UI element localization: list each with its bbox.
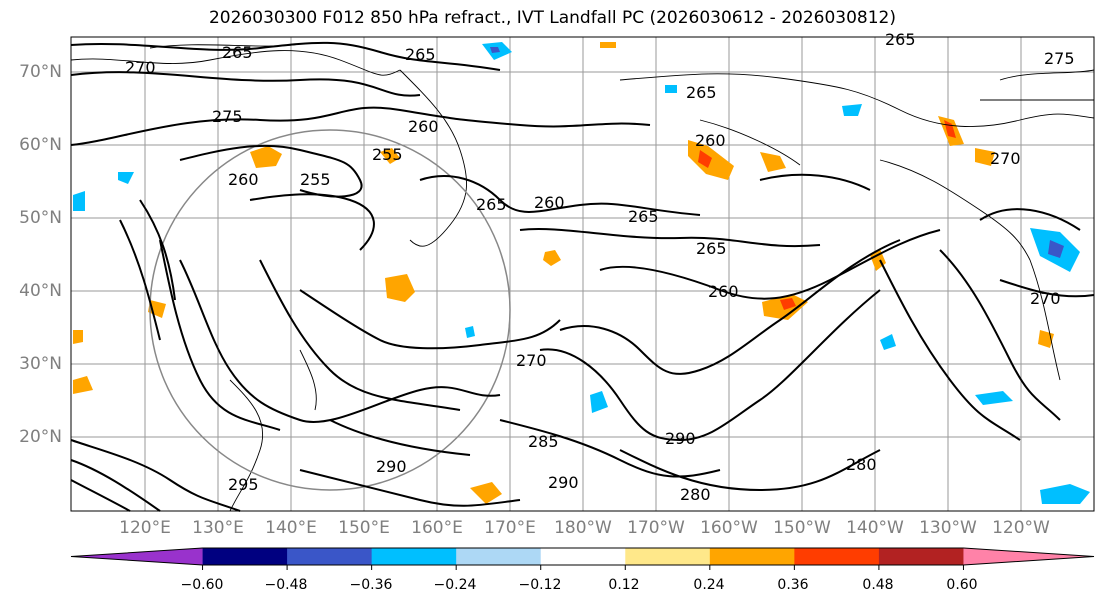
contour-label: 295 bbox=[228, 475, 259, 494]
colorbar-extend-low bbox=[71, 548, 203, 565]
contour-label-group: 265 270 275 265 260 255 260 255 265 260 … bbox=[125, 30, 1075, 504]
contour-label: 265 bbox=[696, 239, 727, 258]
contour-label: 270 bbox=[1030, 289, 1061, 308]
lat-label: 70°N bbox=[19, 62, 62, 82]
range-ring bbox=[149, 129, 511, 491]
contour-label: 270 bbox=[125, 58, 156, 77]
contour-label: 275 bbox=[1044, 49, 1075, 68]
anomaly-shading bbox=[73, 42, 1090, 504]
contour-label: 290 bbox=[665, 429, 696, 448]
contour-label: 270 bbox=[516, 351, 547, 370]
contour-label: 260 bbox=[408, 117, 439, 136]
map-frame bbox=[70, 36, 1095, 512]
lon-label: 130°W bbox=[919, 518, 977, 538]
lon-label: 160°W bbox=[700, 518, 758, 538]
refractivity-contours bbox=[70, 41, 1095, 512]
colorbar-tick-label: 0.48 bbox=[862, 577, 894, 593]
lon-label: 150°W bbox=[773, 518, 831, 538]
lon-label: 170°E bbox=[484, 518, 536, 538]
contour-label: 285 bbox=[528, 432, 559, 451]
contour-label: 275 bbox=[212, 107, 243, 126]
lon-label: 180°W bbox=[554, 518, 612, 538]
contour-label: 260 bbox=[534, 193, 565, 212]
colorbar-tick-label: −0.24 bbox=[433, 577, 477, 593]
lat-label: 30°N bbox=[19, 354, 62, 374]
coastlines bbox=[70, 43, 1095, 512]
colorbar-swatch bbox=[625, 548, 711, 565]
contour-label: 265 bbox=[476, 195, 507, 214]
contour-label: 265 bbox=[686, 83, 717, 102]
contour-label: 260 bbox=[695, 131, 726, 150]
contour-label: 265 bbox=[405, 45, 436, 64]
colorbar-tick-label: 0.12 bbox=[608, 577, 640, 593]
colorbar-tick-label: 0.24 bbox=[693, 577, 725, 593]
contour-label: 265 bbox=[222, 43, 253, 62]
colorbar-swatch bbox=[878, 548, 964, 565]
colorbar-swatch bbox=[794, 548, 880, 565]
contour-label: 255 bbox=[300, 170, 331, 189]
colorbar-tick-label: −0.12 bbox=[518, 577, 562, 593]
lat-label: 40°N bbox=[19, 281, 62, 301]
lat-label: 20°N bbox=[19, 427, 62, 447]
colorbar-swatch bbox=[202, 548, 288, 565]
map-title: 2026030300 F012 850 hPa refract., IVT La… bbox=[208, 8, 896, 28]
lon-label: 160°E bbox=[411, 518, 463, 538]
colorbar-swatch bbox=[540, 548, 626, 565]
contour-label: 290 bbox=[376, 457, 407, 476]
contour-label: 260 bbox=[228, 170, 259, 189]
contour-label: 290 bbox=[548, 473, 579, 492]
contour-label: 255 bbox=[372, 145, 403, 164]
colorbar-swatch bbox=[287, 548, 373, 565]
graticule bbox=[71, 37, 1094, 511]
contour-label: 280 bbox=[680, 485, 711, 504]
lon-label: 140°E bbox=[265, 518, 317, 538]
contour-label: 260 bbox=[708, 282, 739, 301]
colorbar-extend-high bbox=[963, 548, 1094, 565]
colorbar-tick-label: −0.60 bbox=[180, 577, 224, 593]
contour-label: 265 bbox=[628, 207, 659, 226]
lon-label: 140°W bbox=[846, 518, 904, 538]
lon-label: 120°E bbox=[119, 518, 171, 538]
contour-label: 265 bbox=[885, 30, 916, 49]
lon-label: 130°E bbox=[192, 518, 244, 538]
colorbar-swatch bbox=[456, 548, 542, 565]
lat-label: 60°N bbox=[19, 135, 62, 155]
contour-label: 280 bbox=[846, 455, 877, 474]
lon-label: 120°W bbox=[992, 518, 1050, 538]
colorbar-tick-label: −0.36 bbox=[349, 577, 393, 593]
lon-label: 150°E bbox=[338, 518, 390, 538]
colorbar-swatch bbox=[709, 548, 795, 565]
lat-label: 50°N bbox=[19, 208, 62, 228]
colorbar-tick-label: −0.48 bbox=[264, 577, 308, 593]
colorbar-tick-label: 0.36 bbox=[777, 577, 809, 593]
colorbar-swatch bbox=[371, 548, 457, 565]
lon-label: 170°W bbox=[627, 518, 685, 538]
colorbar-tick-label: 0.60 bbox=[946, 577, 978, 593]
contour-label: 270 bbox=[990, 149, 1021, 168]
